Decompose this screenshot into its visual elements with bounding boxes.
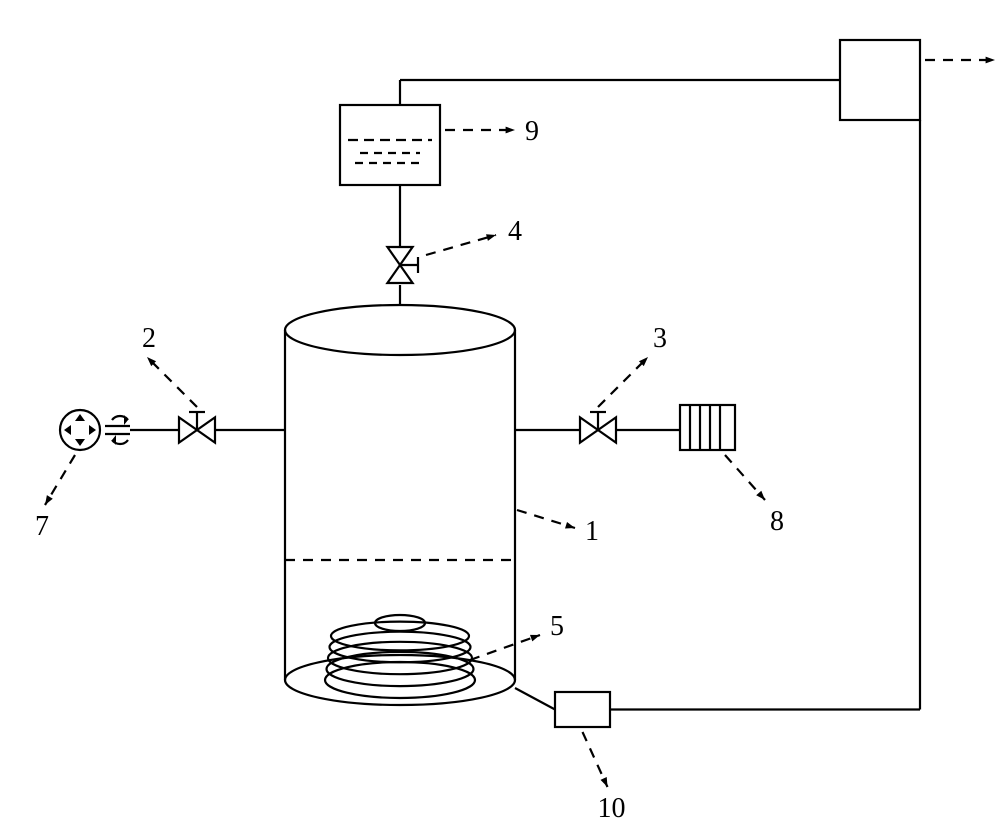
label-8: 8	[770, 506, 784, 537]
label-9: 9	[525, 116, 539, 147]
label-3: 3	[653, 323, 667, 354]
label-7: 7	[35, 511, 49, 542]
label-1: 1	[585, 516, 599, 547]
label-5: 5	[550, 611, 564, 642]
label-10: 10	[598, 793, 626, 824]
label-4: 4	[508, 216, 522, 247]
label-2: 2	[142, 323, 156, 354]
